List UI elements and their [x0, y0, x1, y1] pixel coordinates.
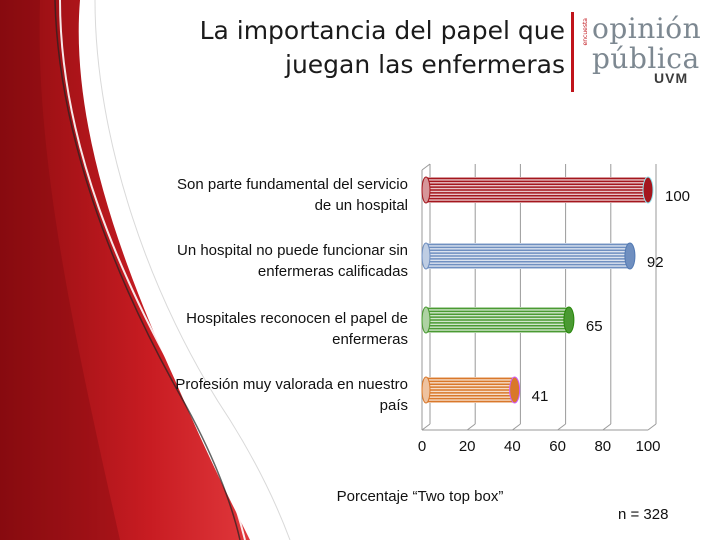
- x-tick-label-5: 100: [635, 438, 660, 455]
- bar-1-end-cap: [624, 242, 636, 270]
- bar-1: [421, 242, 636, 270]
- logo-word-uvm: UVM: [654, 70, 689, 86]
- category-label-1-line-2: enfermeras calificadas: [257, 263, 408, 280]
- bar-3: [421, 376, 521, 404]
- opinion-publica-logo: encuesta opinión pública UVM: [580, 12, 710, 90]
- category-label-0-line-2: de un hospital: [314, 197, 408, 214]
- bar-2: [421, 306, 575, 334]
- y-axis-top-depth: [421, 163, 431, 171]
- bar-3-left-cap: [421, 376, 431, 404]
- category-label-3: Profesión muy valorada en nuestro país: [128, 374, 408, 416]
- x-tick-label-1: 20: [459, 438, 476, 455]
- page-title: La importancia del papel que juegan las …: [200, 14, 565, 82]
- gridline-floor-3: [557, 423, 566, 431]
- title-line-2: juegan las enfermeras: [285, 50, 565, 79]
- category-label-0: Son parte fundamental del servicio de un…: [128, 174, 408, 216]
- x-axis-label: Porcentaje “Two top box”: [336, 488, 504, 505]
- bar-0-left-cap: [421, 176, 431, 204]
- logo-word-publica: pública: [592, 42, 700, 75]
- x-tick-label-4: 80: [594, 438, 611, 455]
- category-label-2-line-1: Hospitales reconocen el papel de: [186, 310, 408, 327]
- category-label-2: Hospitales reconocen el papel de enferme…: [128, 308, 408, 350]
- logo-word-opinion: opinión: [592, 12, 702, 45]
- category-label-1-line-1: Un hospital no puede funcionar sin: [177, 242, 408, 259]
- category-label-3-line-1: Profesión muy valorada en nuestro: [175, 376, 408, 393]
- category-label-3-line-2: país: [379, 397, 408, 414]
- value-label-3: 41: [532, 388, 549, 405]
- category-label-1: Un hospital no puede funcionar sin enfer…: [128, 240, 408, 282]
- x-tick-label-0: 0: [418, 438, 426, 455]
- gridline-floor-2: [512, 423, 521, 431]
- title-line-1: La importancia del papel que: [199, 16, 565, 45]
- value-label-1: 92: [647, 254, 664, 271]
- category-label-2-line-2: enfermeras: [332, 331, 408, 348]
- value-label-0: 100: [665, 188, 690, 205]
- category-label-0-line-1: Son parte fundamental del servicio: [177, 176, 408, 193]
- title-divider: [571, 12, 574, 92]
- bar-3-end-cap: [509, 376, 521, 404]
- x-tick-label-3: 60: [549, 438, 566, 455]
- gridline-floor-0: [421, 423, 431, 431]
- gridline-floor-5: [647, 423, 657, 431]
- sample-size-note: n = 328: [618, 506, 669, 523]
- bar-2-left-cap: [421, 306, 431, 334]
- value-label-2: 65: [586, 318, 603, 335]
- bar-1-left-cap: [421, 242, 431, 270]
- x-tick-label-2: 40: [504, 438, 521, 455]
- bar-0: [421, 176, 654, 204]
- gridline-floor-4: [602, 423, 612, 431]
- gridline-floor-1: [466, 423, 476, 431]
- bar-2-end-cap: [563, 306, 575, 334]
- bar-0-end-cap: [642, 176, 654, 204]
